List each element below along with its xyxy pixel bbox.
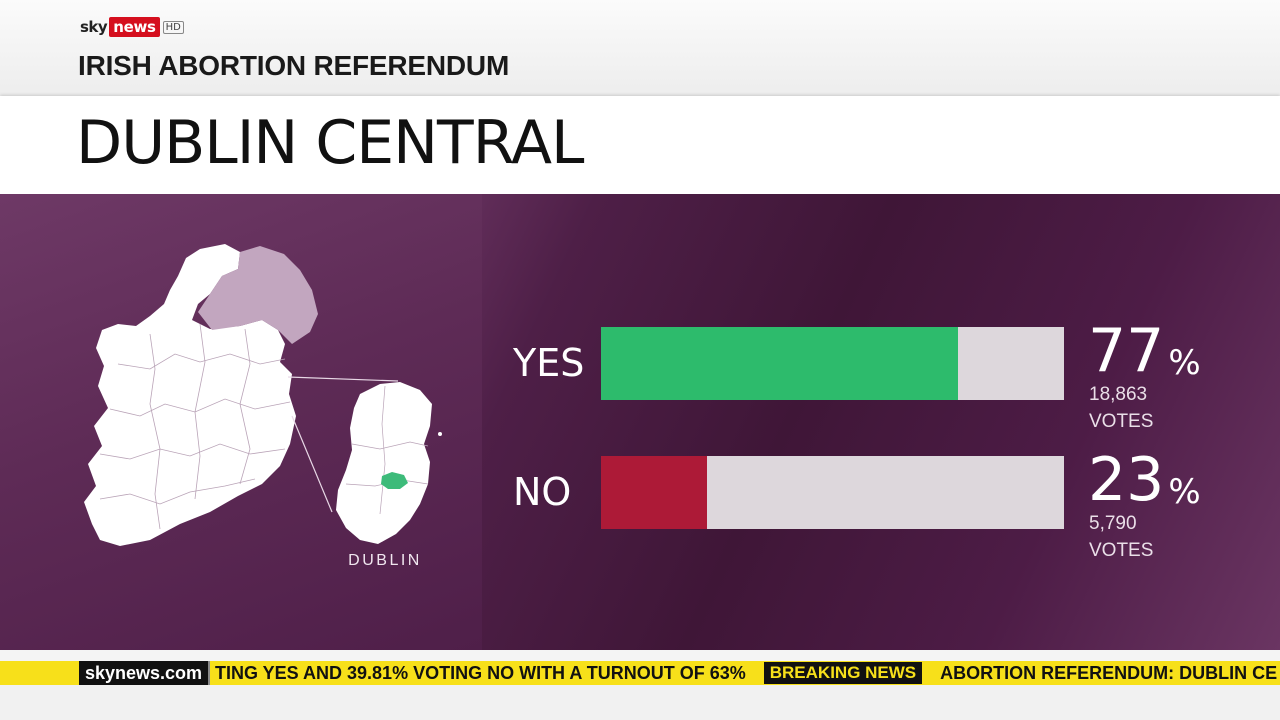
ticker-brand: skynews.com bbox=[79, 661, 211, 685]
bar-track-yes bbox=[601, 327, 1064, 400]
sky-news-logo: sky news HD bbox=[80, 15, 184, 39]
ticker-text-before: TING YES AND 39.81% VOTING NO WITH A TUR… bbox=[215, 662, 746, 683]
vote-count-no: 5,790 bbox=[1089, 513, 1137, 534]
vote-unit-no: VOTES bbox=[1089, 540, 1154, 561]
programme-title: IRISH ABORTION REFERENDUM bbox=[78, 50, 510, 81]
inset-connector-lines bbox=[287, 376, 399, 513]
dublin-central-highlight bbox=[381, 472, 408, 489]
ticker-text-after: ABORTION REFERENDUM: DUBLIN CE bbox=[940, 662, 1278, 683]
northern-ireland-shape bbox=[198, 246, 318, 344]
logo-hd-badge: HD bbox=[162, 20, 184, 34]
news-ticker: TING YES AND 39.81% VOTING NO WITH A TUR… bbox=[0, 661, 1280, 685]
percentage-sign-no: % bbox=[1168, 472, 1201, 512]
inset-label-dublin: DUBLIN bbox=[348, 552, 422, 569]
percentage-yes: 77% bbox=[1088, 321, 1201, 383]
vote-count-yes: 18,863 bbox=[1089, 384, 1148, 405]
dublin-county-shape bbox=[336, 382, 432, 544]
option-label-yes: YES bbox=[513, 341, 585, 385]
page-title: DUBLIN CENTRAL bbox=[76, 108, 584, 178]
bottom-strip bbox=[0, 685, 1280, 720]
republic-of-ireland-shape bbox=[84, 244, 296, 546]
percentage-no: 23% bbox=[1088, 450, 1201, 512]
bar-yes bbox=[601, 327, 958, 400]
programme-header: sky news HD IRISH ABORTION REFERENDUM bbox=[0, 0, 1280, 96]
island-dot bbox=[438, 432, 442, 436]
option-label-no: NO bbox=[513, 470, 572, 514]
ireland-map bbox=[84, 244, 442, 546]
percentage-value-no: 23 bbox=[1088, 445, 1165, 515]
percentage-value-yes: 77 bbox=[1088, 316, 1165, 386]
bar-no bbox=[601, 456, 708, 529]
percentage-sign-yes: % bbox=[1168, 343, 1201, 383]
bar-track-no bbox=[601, 456, 1064, 529]
logo-sky-text: sky bbox=[80, 18, 108, 36]
county-borders bbox=[99, 323, 291, 530]
title-band bbox=[0, 96, 1280, 194]
logo-news-text: news bbox=[109, 17, 160, 37]
vote-unit-yes: VOTES bbox=[1089, 411, 1154, 432]
breaking-news-badge: BREAKING NEWS bbox=[763, 662, 923, 684]
